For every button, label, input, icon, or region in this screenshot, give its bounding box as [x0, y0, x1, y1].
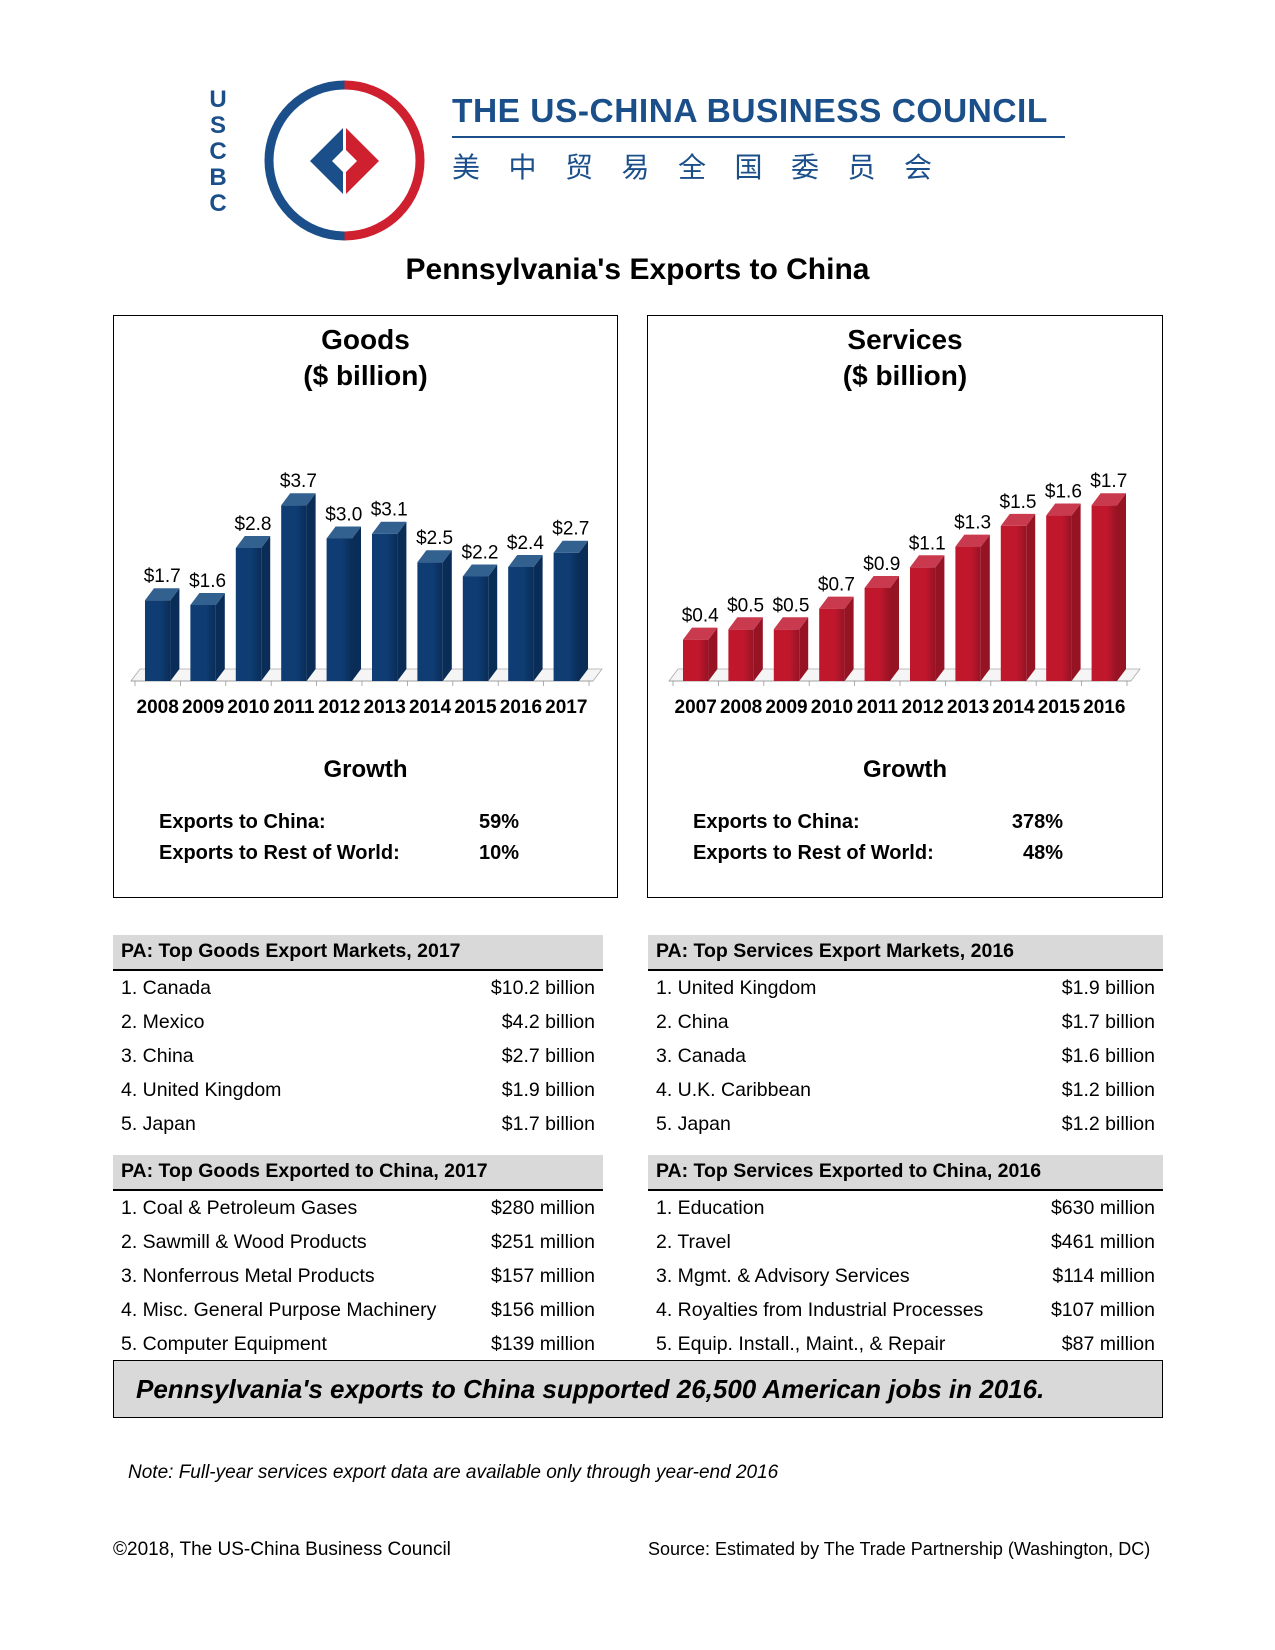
svg-text:$0.5: $0.5: [773, 595, 810, 616]
svg-text:2010: 2010: [811, 697, 853, 718]
svg-text:2011: 2011: [273, 697, 315, 718]
svg-text:$1.6: $1.6: [1045, 482, 1082, 503]
svg-text:$0.9: $0.9: [863, 554, 900, 575]
svg-text:2015: 2015: [1038, 697, 1081, 718]
svg-text:2014: 2014: [992, 697, 1035, 718]
svg-text:2008: 2008: [137, 697, 179, 718]
svg-text:$2.8: $2.8: [235, 514, 272, 535]
svg-text:$1.1: $1.1: [909, 533, 946, 554]
svg-text:2016: 2016: [500, 697, 542, 718]
svg-text:2009: 2009: [765, 697, 807, 718]
svg-text:$3.1: $3.1: [371, 500, 408, 521]
svg-text:2014: 2014: [409, 697, 452, 718]
svg-text:2010: 2010: [227, 697, 269, 718]
svg-text:$0.4: $0.4: [682, 606, 719, 627]
svg-text:$1.7: $1.7: [1090, 471, 1127, 492]
svg-text:$2.5: $2.5: [416, 528, 453, 549]
svg-text:2008: 2008: [720, 697, 762, 718]
svg-text:$2.7: $2.7: [552, 519, 589, 540]
svg-text:2009: 2009: [182, 697, 224, 718]
svg-text:$3.0: $3.0: [325, 504, 362, 525]
svg-text:$3.7: $3.7: [280, 471, 317, 492]
svg-text:$1.5: $1.5: [1000, 492, 1037, 513]
svg-text:$0.5: $0.5: [727, 595, 764, 616]
svg-text:$2.2: $2.2: [462, 542, 499, 563]
svg-text:$1.6: $1.6: [189, 571, 226, 592]
svg-text:2011: 2011: [857, 697, 899, 718]
svg-text:2016: 2016: [1083, 697, 1125, 718]
svg-text:2013: 2013: [947, 697, 989, 718]
svg-text:2012: 2012: [318, 697, 360, 718]
svg-text:2007: 2007: [675, 697, 717, 718]
svg-text:2017: 2017: [545, 697, 587, 718]
svg-text:$1.3: $1.3: [954, 513, 991, 534]
svg-text:$2.4: $2.4: [507, 533, 544, 554]
svg-text:2013: 2013: [364, 697, 406, 718]
svg-text:$0.7: $0.7: [818, 575, 855, 596]
svg-text:$1.7: $1.7: [144, 566, 181, 587]
svg-text:2012: 2012: [902, 697, 944, 718]
svg-text:2015: 2015: [454, 697, 497, 718]
